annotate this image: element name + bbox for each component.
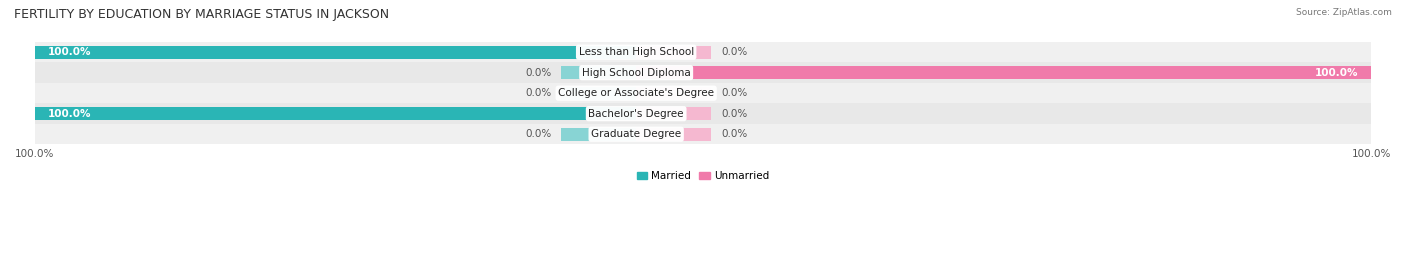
Text: FERTILITY BY EDUCATION BY MARRIAGE STATUS IN JACKSON: FERTILITY BY EDUCATION BY MARRIAGE STATU…: [14, 8, 389, 21]
Bar: [35, 42, 1371, 62]
Bar: [561, 128, 636, 141]
Bar: [35, 46, 636, 59]
Text: College or Associate's Degree: College or Associate's Degree: [558, 88, 714, 98]
Bar: [35, 104, 1371, 124]
Bar: [35, 124, 1371, 144]
Text: 0.0%: 0.0%: [524, 68, 551, 78]
Bar: [636, 46, 711, 59]
Bar: [636, 128, 711, 141]
Bar: [35, 107, 636, 120]
Text: 0.0%: 0.0%: [524, 88, 551, 98]
Bar: [35, 62, 1371, 83]
Legend: Married, Unmarried: Married, Unmarried: [633, 167, 773, 185]
Text: 0.0%: 0.0%: [721, 129, 748, 139]
Bar: [561, 66, 636, 79]
Text: 100.0%: 100.0%: [48, 47, 91, 57]
Bar: [636, 107, 711, 120]
Text: Source: ZipAtlas.com: Source: ZipAtlas.com: [1296, 8, 1392, 17]
Text: Less than High School: Less than High School: [578, 47, 693, 57]
Text: 0.0%: 0.0%: [721, 109, 748, 119]
Text: High School Diploma: High School Diploma: [582, 68, 690, 78]
Text: 100.0%: 100.0%: [48, 109, 91, 119]
Text: 0.0%: 0.0%: [721, 88, 748, 98]
Text: 0.0%: 0.0%: [524, 129, 551, 139]
Text: Graduate Degree: Graduate Degree: [591, 129, 682, 139]
Bar: [636, 66, 1371, 79]
Bar: [561, 87, 636, 100]
Bar: [636, 87, 711, 100]
Text: Bachelor's Degree: Bachelor's Degree: [589, 109, 683, 119]
Text: 0.0%: 0.0%: [721, 47, 748, 57]
Text: 100.0%: 100.0%: [1315, 68, 1358, 78]
Bar: [35, 83, 1371, 104]
